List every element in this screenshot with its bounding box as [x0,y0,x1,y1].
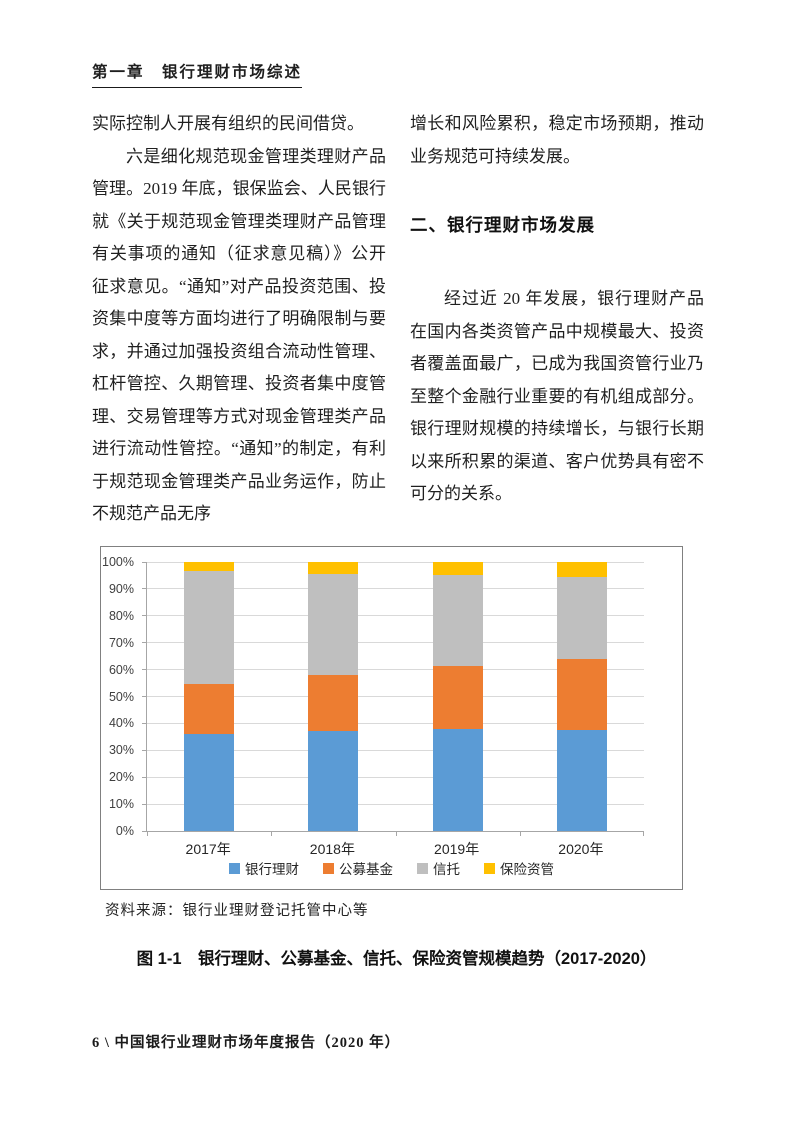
stacked-bar [556,562,607,831]
body-columns: 实际控制人开展有组织的民间借贷。 六是细化规范现金管理类理财产品管理。2019 … [92,108,704,531]
bar-segment-公募基金 [556,658,607,731]
legend-item: 保险资管 [484,858,554,878]
paragraph: 增长和风险累积，稳定市场预期，推动业务规范可持续发展。 [410,114,704,166]
legend-swatch [323,862,334,874]
page-footer: 6 \ 中国银行业理财市场年度报告（2020 年） [92,1035,401,1051]
y-tick-mark [142,669,147,671]
bar-segment-信托 [308,574,359,675]
y-tick-mark [142,722,147,724]
legend-swatch [229,862,240,874]
y-tick-mark [142,749,147,751]
running-head: 第一章 银行理财市场综述 [92,60,303,88]
gridline [147,561,644,563]
figure-caption: 图 1-1 银行理财、公募基金、信托、保险资管规模趋势（2017-2020） [136,950,657,968]
section-heading: 二、银行理财市场发展 [410,215,595,235]
bar-segment-保险资管 [308,562,359,575]
y-tick-label: 20% [108,770,134,785]
bar-segment-公募基金 [184,684,235,735]
bar-segment-信托 [432,575,483,666]
y-tick-mark [142,776,147,778]
x-tick-mark [395,831,397,836]
left-column: 实际控制人开展有组织的民间借贷。 六是细化规范现金管理类理财产品管理。2019 … [92,108,386,531]
x-tick-mark [519,831,521,836]
x-tick-mark [147,831,148,836]
y-tick-mark [142,642,147,644]
y-tick-label: 70% [108,635,134,650]
bar-segment-银行理财 [184,734,235,831]
legend-item: 信托 [417,858,460,878]
y-tick-label: 100% [102,555,134,569]
gridline [147,722,644,724]
stacked-bar [308,562,359,831]
bar-segment-银行理财 [432,728,483,831]
legend-swatch [484,862,495,874]
bar-segment-保险资管 [432,562,483,576]
bar-segment-信托 [556,576,607,659]
legend-swatch [417,862,428,874]
x-tick-label: 2018年 [309,841,355,857]
bar-segment-保险资管 [556,562,607,577]
x-tick-label: 2020年 [558,841,604,857]
stacked-bar-chart: 0% 10% 20% 30% 40% 50% 60% 70% 80% 90% 100% 2017年 2… [100,546,683,890]
x-axis-labels: 2017年 2018年 2019年 2020年 [146,839,643,859]
chart-legend: 银行理财 公募基金 信托 保险资管 [101,858,682,878]
bar-segment-公募基金 [432,665,483,729]
bar-segment-公募基金 [308,675,359,732]
legend-label: 保险资管 [500,862,554,877]
x-tick-label: 2019年 [434,841,480,857]
x-tick-mark [643,831,644,836]
bar-segment-信托 [184,571,235,685]
bar-segment-银行理财 [556,730,607,831]
gridline [147,615,644,617]
paragraph: 经过近 20 年发展，银行理财产品在国内各类资管产品中规模最大、投资者覆盖面最广… [410,289,704,503]
legend-label: 银行理财 [245,862,299,877]
stacked-bar [184,562,235,831]
legend-item: 银行理财 [229,858,299,878]
bar-segment-保险资管 [184,562,235,572]
paragraph: 实际控制人开展有组织的民间借贷。 [92,114,364,133]
y-tick-mark [142,588,147,590]
y-tick-mark [142,830,147,832]
gridline [147,696,644,697]
bar-segment-银行理财 [308,731,359,831]
y-tick-label: 30% [108,743,134,758]
gridline [147,803,644,805]
gridline [147,749,644,751]
x-tick-mark [271,831,273,836]
y-tick-label: 50% [108,689,134,704]
y-tick-label: 60% [108,662,134,677]
y-tick-label: 10% [108,797,134,812]
y-axis-labels: 0% 10% 20% 30% 40% 50% 60% 70% 80% 90% 100% [101,555,141,838]
y-tick-label: 80% [108,608,134,623]
plot-area [142,561,644,836]
legend-label: 公募基金 [339,862,393,877]
figure-source-note: 资料来源：银行业理财登记托管中心等 [105,903,369,919]
y-tick-mark [142,561,147,563]
gridline [147,669,644,671]
stacked-bar [432,562,483,831]
y-tick-label: 40% [108,716,134,731]
gridline [147,776,644,778]
y-tick-mark [142,803,147,805]
legend-item: 公募基金 [323,858,393,878]
x-tick-label: 2017年 [185,841,231,857]
gridline [147,642,644,644]
gridline [147,588,644,590]
paragraph: 六是细化规范现金管理类理财产品管理。2019 年底，银保监会、人民银行就《关于规… [92,146,386,524]
y-tick-mark [142,615,147,617]
y-tick-mark [142,696,147,697]
right-column: 增长和风险累积，稳定市场预期，推动业务规范可持续发展。 二、银行理财市场发展 经… [410,108,704,531]
legend-label: 信托 [433,862,460,877]
y-tick-label: 90% [108,581,134,596]
y-tick-label: 0% [115,824,134,838]
